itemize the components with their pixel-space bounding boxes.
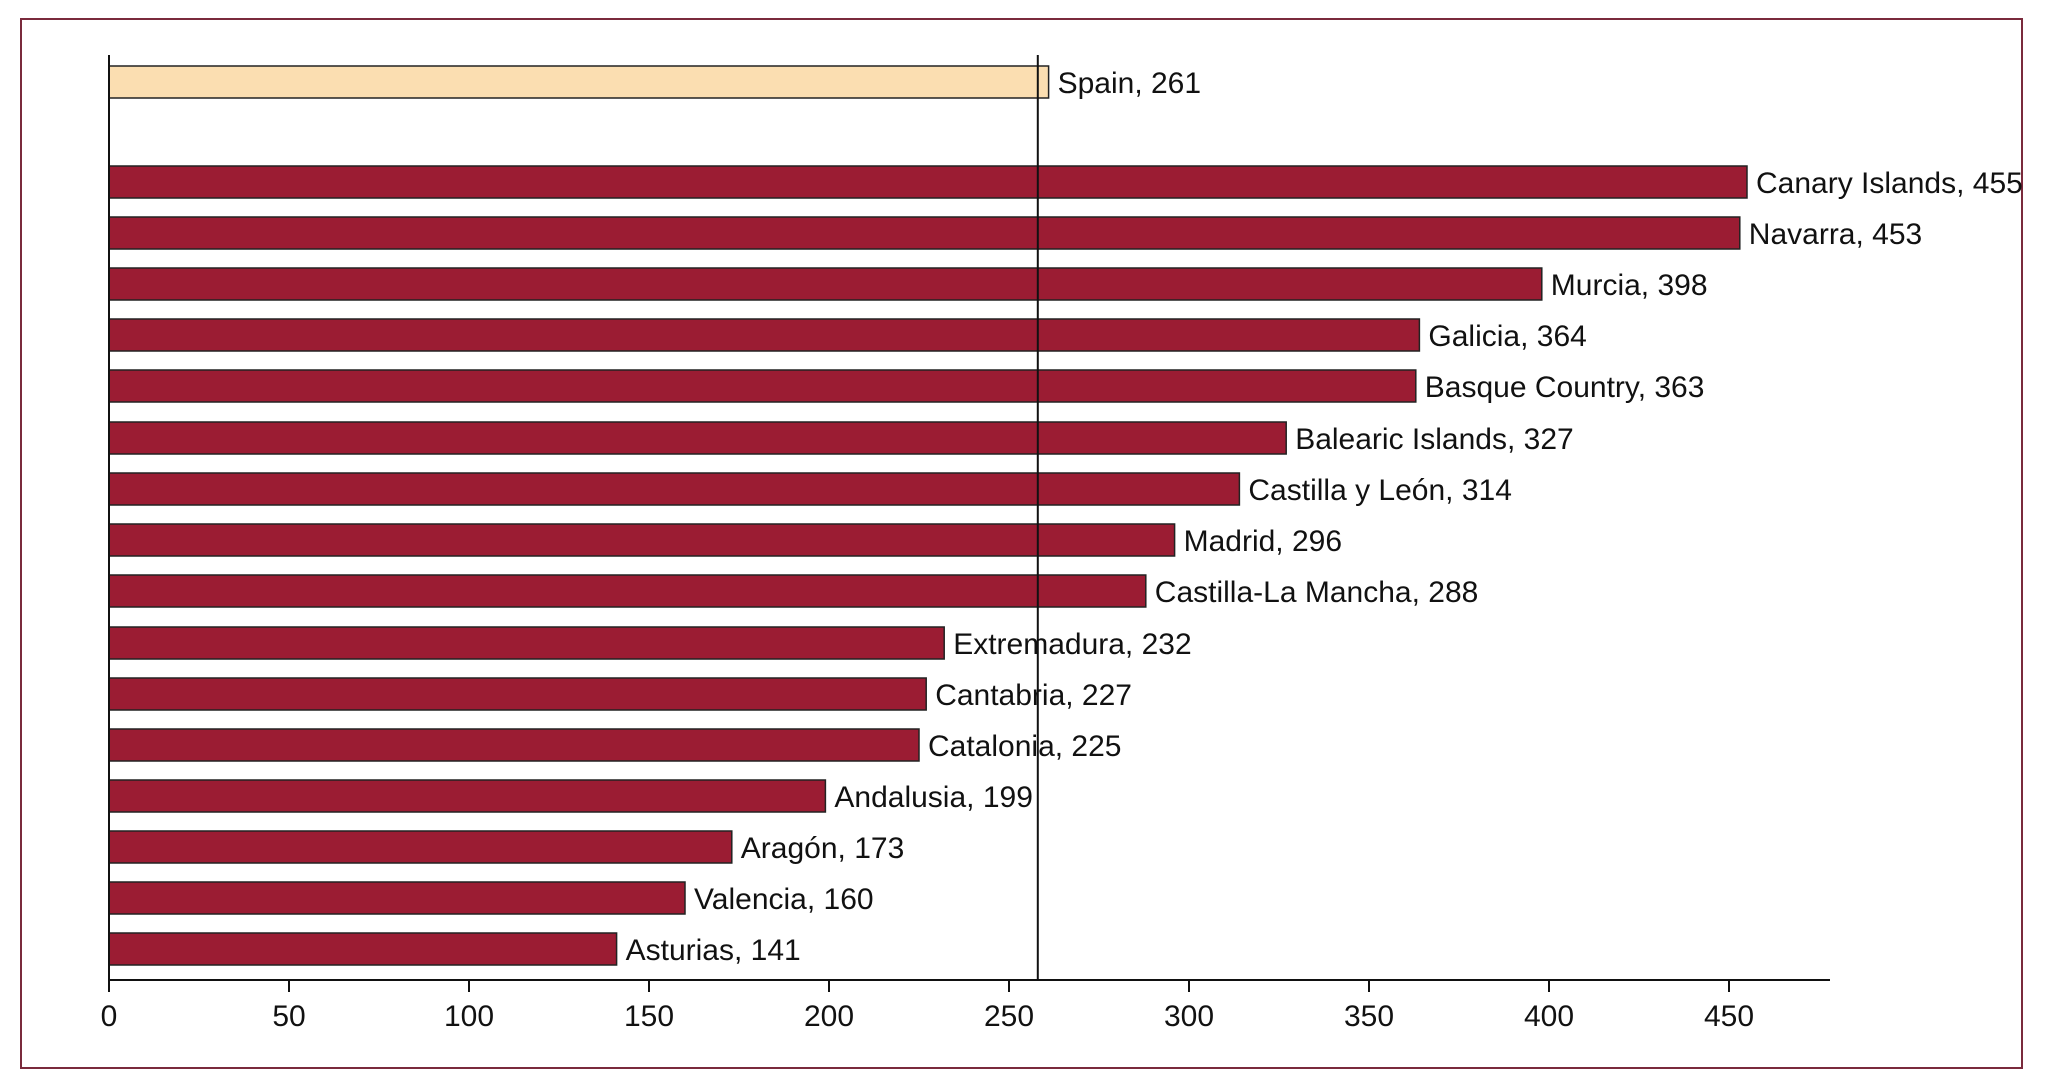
bar-asturias bbox=[108, 932, 618, 966]
x-tick-label-200: 200 bbox=[804, 1000, 854, 1033]
bar-cantabria bbox=[108, 677, 927, 711]
bar-label-asturias: Asturias, 141 bbox=[626, 934, 801, 967]
bar-label-galicia: Galicia, 364 bbox=[1428, 320, 1586, 353]
bar-label-andalusia: Andalusia, 199 bbox=[834, 781, 1033, 814]
bar-label-basque-country: Basque Country, 363 bbox=[1425, 371, 1705, 404]
bar-castilla-la-mancha bbox=[108, 574, 1147, 608]
x-tick-label-350: 350 bbox=[1344, 1000, 1394, 1033]
bar-madrid bbox=[108, 523, 1176, 557]
x-tick-label-0: 0 bbox=[101, 1000, 118, 1033]
bar-label-murcia: Murcia, 398 bbox=[1551, 269, 1708, 302]
bar-valencia bbox=[108, 881, 686, 915]
bar-label-extremadura: Extremadura, 232 bbox=[953, 628, 1191, 661]
bars-group bbox=[108, 65, 1748, 966]
bar-basque-country bbox=[108, 369, 1417, 403]
x-tick-label-250: 250 bbox=[984, 1000, 1034, 1033]
x-tick-label-150: 150 bbox=[624, 1000, 674, 1033]
bar-label-valencia: Valencia, 160 bbox=[694, 883, 874, 916]
bar-spain bbox=[108, 65, 1050, 99]
bar-label-navarra: Navarra, 453 bbox=[1749, 218, 1922, 251]
bar-label-catalonia: Catalonia, 225 bbox=[928, 730, 1121, 763]
bar-label-castilla-y-leon: Castilla y León, 314 bbox=[1248, 474, 1512, 507]
bar-andalusia bbox=[108, 779, 827, 813]
bar-castilla-y-leon bbox=[108, 472, 1241, 506]
x-tick-label-450: 450 bbox=[1704, 1000, 1754, 1033]
bar-label-cantabria: Cantabria, 227 bbox=[935, 679, 1132, 712]
bar-label-spain: Spain, 261 bbox=[1058, 67, 1201, 100]
bar-canary-islands bbox=[108, 165, 1748, 199]
bar-balearic-islands bbox=[108, 421, 1287, 455]
bar-label-balearic-islands: Balearic Islands, 327 bbox=[1295, 423, 1574, 456]
bar-catalonia bbox=[108, 728, 920, 762]
x-tick-label-400: 400 bbox=[1524, 1000, 1574, 1033]
bar-galicia bbox=[108, 318, 1421, 352]
bar-labels-group: Spain, 261 Canary Islands, 455 Navarra, 45… bbox=[626, 67, 2023, 967]
bar-aragon bbox=[108, 830, 733, 864]
axes-group: 0 50 100 150 200 250 300 350 400 450 bbox=[101, 55, 1830, 1033]
bar-navarra bbox=[108, 216, 1741, 250]
bar-label-castilla-la-mancha: Castilla-La Mancha, 288 bbox=[1155, 576, 1479, 609]
x-tick-label-100: 100 bbox=[444, 1000, 494, 1033]
bar-label-canary-islands: Canary Islands, 455 bbox=[1756, 167, 2023, 200]
bar-murcia bbox=[108, 267, 1543, 301]
bar-extremadura bbox=[108, 626, 945, 660]
bar-label-madrid: Madrid, 296 bbox=[1184, 525, 1342, 558]
x-tick-label-50: 50 bbox=[272, 1000, 305, 1033]
x-tick-label-300: 300 bbox=[1164, 1000, 1214, 1033]
bar-label-aragon: Aragón, 173 bbox=[741, 832, 904, 865]
